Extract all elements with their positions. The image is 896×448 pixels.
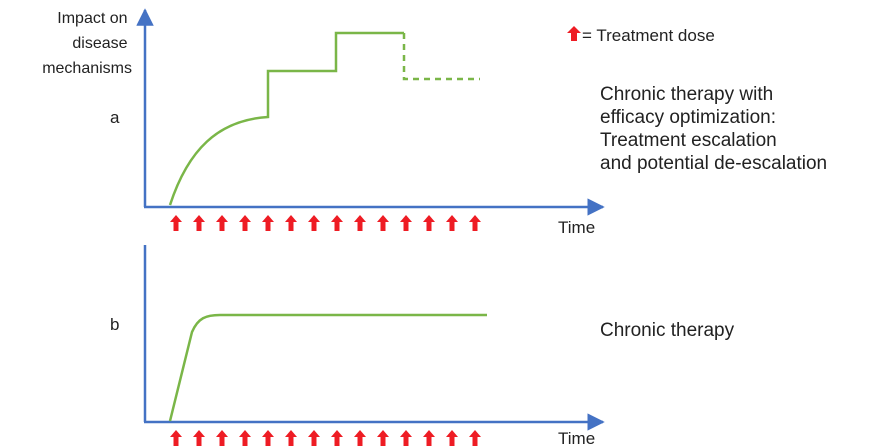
panel-b-dose-arrow-icon bbox=[285, 430, 297, 446]
panel-b-dose-arrow-icon bbox=[400, 430, 412, 446]
panel-b-letter: b bbox=[110, 315, 119, 334]
y-axis-label-line-3: mechanisms bbox=[42, 60, 132, 77]
panel-a-dose-arrow-icon bbox=[469, 215, 481, 231]
panel-b-dose-arrow-icon bbox=[423, 430, 435, 446]
panel-a-dose-arrow-icon bbox=[239, 215, 251, 231]
panel-a-description-line-3: Treatment escalation bbox=[600, 130, 777, 151]
legend: = Treatment dose bbox=[567, 26, 715, 45]
panel-a-dose-arrow-icon bbox=[170, 215, 182, 231]
panel-a: a Time Chronic therapy with efficacy opt… bbox=[110, 8, 827, 237]
legend-dose-arrow-icon bbox=[567, 26, 581, 41]
legend-text: = Treatment dose bbox=[582, 26, 715, 45]
panel-a-dose-arrow-icon bbox=[377, 215, 389, 231]
panel-b-description: Chronic therapy bbox=[600, 320, 735, 341]
panel-a-dose-arrow-icon bbox=[400, 215, 412, 231]
panel-a-description: Chronic therapy with efficacy optimizati… bbox=[600, 84, 827, 174]
panel-b-dose-arrow-icon bbox=[170, 430, 182, 446]
panel-a-description-line-4: and potential de-escalation bbox=[600, 153, 827, 174]
panel-a-dose-arrow-icon bbox=[193, 215, 205, 231]
panel-a-letter: a bbox=[110, 108, 120, 127]
panel-a-dose-arrow-icon bbox=[446, 215, 458, 231]
panel-a-dose-arrow-icon bbox=[285, 215, 297, 231]
panel-a-time-label: Time bbox=[558, 218, 595, 237]
panel-b-dose-arrow-icon bbox=[331, 430, 343, 446]
panel-a-dose-arrows bbox=[170, 215, 481, 231]
panel-b-time-label: Time bbox=[558, 429, 595, 448]
panel-a-deescalation-dashed bbox=[402, 33, 480, 81]
panel-b-dose-arrow-icon bbox=[377, 430, 389, 446]
panel-b-dose-arrow-icon bbox=[308, 430, 320, 446]
panel-b-dose-arrow-icon bbox=[193, 430, 205, 446]
panel-a-dose-arrow-icon bbox=[308, 215, 320, 231]
panel-b-efficacy-curve bbox=[168, 313, 487, 422]
panel-a-dose-arrow-icon bbox=[262, 215, 274, 231]
panel-a-dose-arrow-icon bbox=[354, 215, 366, 231]
panel-b: b Time Chronic therapy bbox=[110, 245, 735, 448]
panel-b-dose-arrow-icon bbox=[216, 430, 228, 446]
panel-b-dose-arrow-icon bbox=[446, 430, 458, 446]
panel-a-description-line-2: efficacy optimization: bbox=[600, 107, 776, 128]
y-axis-label: Impact on disease mechanisms bbox=[42, 10, 132, 77]
y-axis-label-line-1: Impact on bbox=[57, 10, 127, 27]
y-axis-label-line-2: disease bbox=[72, 35, 127, 52]
panel-a-dose-arrow-icon bbox=[216, 215, 228, 231]
panel-a-dose-arrow-icon bbox=[331, 215, 343, 231]
panel-b-dose-arrows bbox=[170, 430, 481, 446]
panel-b-dose-arrow-icon bbox=[354, 430, 366, 446]
panel-a-efficacy-curve bbox=[168, 31, 404, 206]
panel-b-dose-arrow-icon bbox=[262, 430, 274, 446]
panel-a-description-line-1: Chronic therapy with bbox=[600, 84, 773, 105]
panel-b-dose-arrow-icon bbox=[469, 430, 481, 446]
panel-a-dose-arrow-icon bbox=[423, 215, 435, 231]
panel-b-dose-arrow-icon bbox=[239, 430, 251, 446]
